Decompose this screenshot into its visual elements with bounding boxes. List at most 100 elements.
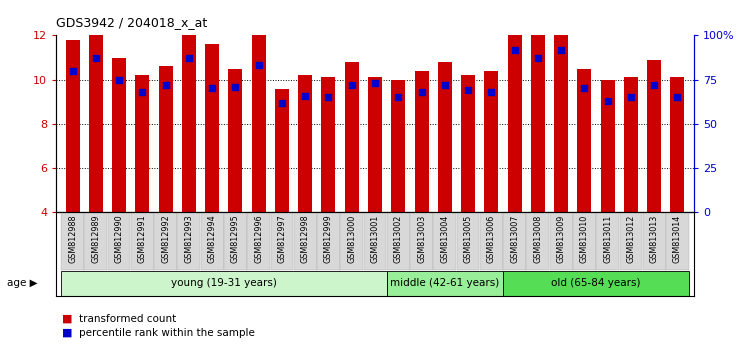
Point xyxy=(67,68,79,74)
Point xyxy=(532,56,544,61)
Text: transformed count: transformed count xyxy=(79,314,176,324)
FancyBboxPatch shape xyxy=(596,213,619,270)
Bar xyxy=(182,2,196,212)
Text: GDS3942 / 204018_x_at: GDS3942 / 204018_x_at xyxy=(56,16,208,29)
Text: middle (42-61 years): middle (42-61 years) xyxy=(390,278,500,288)
FancyBboxPatch shape xyxy=(503,271,689,296)
FancyBboxPatch shape xyxy=(294,213,316,270)
Text: old (65-84 years): old (65-84 years) xyxy=(551,278,640,288)
Point xyxy=(253,63,265,68)
Text: GSM812996: GSM812996 xyxy=(254,215,263,263)
Text: GSM813002: GSM813002 xyxy=(394,215,403,263)
Point xyxy=(90,56,102,61)
Bar xyxy=(554,0,568,212)
Bar xyxy=(298,75,312,212)
Point xyxy=(416,89,428,95)
Bar xyxy=(392,80,405,212)
FancyBboxPatch shape xyxy=(526,213,549,270)
Bar xyxy=(624,78,638,212)
Bar xyxy=(275,88,289,212)
FancyBboxPatch shape xyxy=(178,213,200,270)
FancyBboxPatch shape xyxy=(317,213,340,270)
Point xyxy=(136,89,148,95)
FancyBboxPatch shape xyxy=(108,213,130,270)
Bar xyxy=(345,62,358,212)
FancyBboxPatch shape xyxy=(62,213,84,270)
Bar xyxy=(415,71,428,212)
Point xyxy=(160,82,172,88)
Point xyxy=(230,84,242,90)
Point xyxy=(299,93,311,98)
Text: GSM813001: GSM813001 xyxy=(370,215,380,263)
FancyBboxPatch shape xyxy=(131,213,154,270)
Text: young (19-31 years): young (19-31 years) xyxy=(171,278,277,288)
FancyBboxPatch shape xyxy=(480,213,502,270)
Bar xyxy=(252,27,266,212)
Bar xyxy=(647,60,662,212)
Bar xyxy=(135,75,149,212)
Text: GSM813003: GSM813003 xyxy=(417,215,426,263)
Text: GSM813007: GSM813007 xyxy=(510,215,519,263)
FancyBboxPatch shape xyxy=(224,213,247,270)
Text: GSM813004: GSM813004 xyxy=(440,215,449,263)
Bar xyxy=(88,7,103,212)
Bar xyxy=(484,71,498,212)
FancyBboxPatch shape xyxy=(550,213,572,270)
Point xyxy=(625,95,637,100)
Text: GSM812998: GSM812998 xyxy=(301,215,310,263)
Bar xyxy=(508,0,521,212)
Text: GSM813012: GSM813012 xyxy=(626,215,635,263)
FancyBboxPatch shape xyxy=(620,213,642,270)
Point xyxy=(648,82,660,88)
Point xyxy=(206,86,218,91)
Text: GSM812995: GSM812995 xyxy=(231,215,240,263)
Bar xyxy=(368,78,382,212)
Text: GSM813014: GSM813014 xyxy=(673,215,682,263)
Bar xyxy=(158,67,172,212)
Text: GSM813006: GSM813006 xyxy=(487,215,496,263)
Text: GSM812989: GSM812989 xyxy=(92,215,100,263)
Point xyxy=(485,89,497,95)
Text: GSM812993: GSM812993 xyxy=(184,215,194,263)
Point xyxy=(671,95,683,100)
FancyBboxPatch shape xyxy=(154,213,177,270)
Text: ■: ■ xyxy=(62,314,73,324)
Text: GSM812992: GSM812992 xyxy=(161,215,170,263)
FancyBboxPatch shape xyxy=(573,213,596,270)
Point xyxy=(276,100,288,105)
FancyBboxPatch shape xyxy=(271,213,293,270)
Text: GSM813005: GSM813005 xyxy=(464,215,472,263)
Bar xyxy=(578,69,592,212)
FancyBboxPatch shape xyxy=(457,213,479,270)
Bar xyxy=(206,44,219,212)
Text: GSM813010: GSM813010 xyxy=(580,215,589,263)
Point xyxy=(113,77,125,82)
Bar xyxy=(531,0,544,212)
Point xyxy=(578,86,590,91)
FancyBboxPatch shape xyxy=(85,213,107,270)
Text: GSM812999: GSM812999 xyxy=(324,215,333,263)
Text: GSM813013: GSM813013 xyxy=(650,215,658,263)
Point xyxy=(439,82,451,88)
FancyBboxPatch shape xyxy=(503,213,526,270)
Text: GSM813008: GSM813008 xyxy=(533,215,542,263)
FancyBboxPatch shape xyxy=(387,271,503,296)
FancyBboxPatch shape xyxy=(61,271,387,296)
FancyBboxPatch shape xyxy=(643,213,665,270)
Text: GSM812990: GSM812990 xyxy=(115,215,124,263)
Bar xyxy=(322,78,335,212)
Text: GSM813000: GSM813000 xyxy=(347,215,356,263)
Point xyxy=(183,56,195,61)
Text: GSM813009: GSM813009 xyxy=(556,215,566,263)
Point xyxy=(369,80,381,86)
FancyBboxPatch shape xyxy=(201,213,223,270)
Text: GSM812991: GSM812991 xyxy=(138,215,147,263)
FancyBboxPatch shape xyxy=(410,213,433,270)
FancyBboxPatch shape xyxy=(433,213,456,270)
Bar xyxy=(438,62,452,212)
Text: GSM813011: GSM813011 xyxy=(603,215,612,263)
FancyBboxPatch shape xyxy=(387,213,410,270)
Point xyxy=(462,87,474,93)
Bar xyxy=(461,75,475,212)
Text: percentile rank within the sample: percentile rank within the sample xyxy=(79,328,254,338)
